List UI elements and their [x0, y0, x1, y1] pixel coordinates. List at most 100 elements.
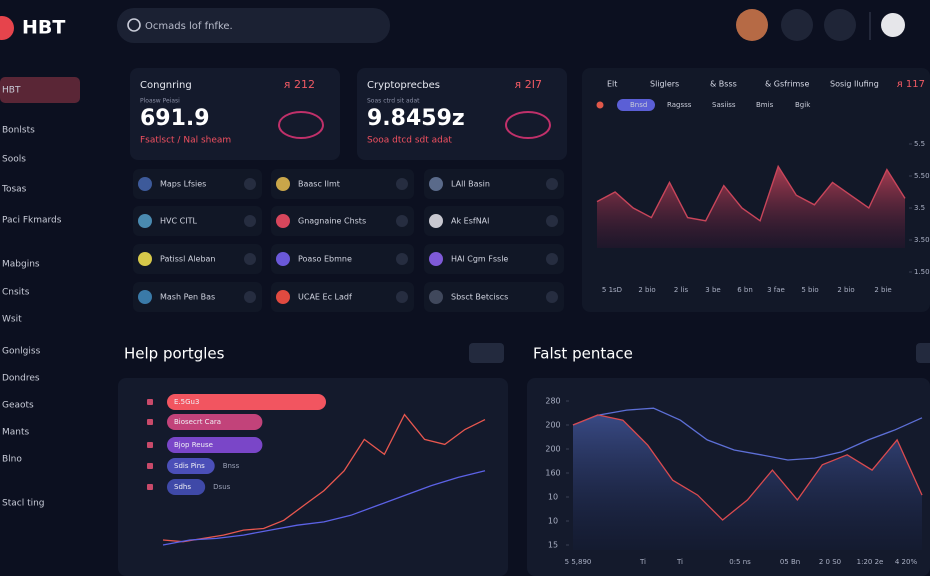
card-note: Fsatlsct / Nal sheam [140, 136, 231, 146]
list-label: Gnagnaine Chsts [298, 217, 366, 226]
list-icon [276, 290, 290, 304]
chart-pill[interactable]: Bnsd [630, 101, 647, 109]
sidebar-item: Stacl ting [2, 499, 45, 509]
chart-tab[interactable]: Sosig Ilufing [830, 80, 879, 89]
chevron [396, 253, 408, 265]
y-tick-label: 200 [545, 445, 560, 454]
line [162, 470, 486, 546]
chevron [546, 178, 558, 190]
card-title: Congnring [140, 80, 192, 91]
y-tick-label: 160 [545, 469, 560, 478]
avatar[interactable] [736, 9, 768, 41]
sidebar-item: Geaots [2, 401, 34, 411]
list-icon [429, 214, 443, 228]
y-tick-label: 10 [548, 517, 558, 526]
icon-button[interactable] [781, 9, 813, 41]
chart-pill[interactable]: Bgik [795, 101, 811, 109]
list-icon [429, 252, 443, 266]
list-item[interactable] [271, 169, 414, 199]
bar [167, 479, 206, 495]
list-icon [429, 177, 443, 191]
icon-button[interactable] [824, 9, 856, 41]
list-item[interactable] [424, 169, 564, 199]
list-item[interactable] [271, 206, 414, 236]
list-item[interactable] [133, 169, 262, 199]
chart-tab[interactable]: Sliglers [650, 80, 679, 89]
sidebar-item: Tosas [1, 185, 27, 195]
search-icon [127, 18, 141, 32]
line [572, 407, 923, 461]
section-title: Help portgles [124, 345, 225, 363]
line [162, 413, 486, 543]
y-tick-label: 200 [545, 421, 560, 430]
list-item[interactable] [424, 206, 564, 236]
section-title: Falst pentace [533, 345, 633, 363]
line [572, 414, 923, 521]
list-label: Ak EsfNAl [451, 217, 489, 226]
list-label: Mash Pen Bas [160, 293, 215, 302]
bar-label: Sdhs [174, 483, 191, 491]
search-placeholder: Ocmads lof fnfke. [145, 21, 233, 32]
card-value: 691.9 [140, 106, 210, 131]
list-label: Baasc Ilmt [298, 180, 340, 189]
chart-tab[interactable]: & Bsss [710, 80, 737, 89]
chevron [396, 215, 408, 227]
section-button[interactable] [916, 343, 930, 363]
list-label: Patissl Aleban [160, 255, 216, 264]
badge-logo [278, 111, 324, 139]
sidebar-item: Dondres [2, 374, 40, 384]
sidebar-item: Gonlgiss [2, 347, 41, 357]
y-tick-label: 3.50 [914, 236, 930, 244]
x-tick-label: 1:20 2e [857, 558, 884, 566]
sidebar-item: HBT [2, 86, 21, 96]
list-item[interactable] [424, 244, 564, 274]
bar-label: Sdis Pins [174, 462, 205, 470]
chart-tab[interactable]: & Gsfrimse [765, 80, 809, 89]
chevron [244, 215, 256, 227]
sidebar-item: Bonlsts [2, 126, 35, 136]
y-tick-label: 5.5 [914, 140, 925, 148]
area [597, 166, 905, 248]
list-item[interactable] [271, 282, 414, 312]
list-item[interactable] [133, 282, 262, 312]
y-tick-label: 10 [548, 493, 558, 502]
bar-icon [147, 463, 153, 469]
list-label: Poaso Ebmne [298, 255, 352, 264]
list-icon [276, 252, 290, 266]
badge-logo [505, 111, 551, 139]
y-tick-label: 3.5 [914, 204, 925, 212]
x-tick-label: Ti [639, 558, 646, 566]
y-tick-label: 1.50 [914, 268, 930, 276]
x-tick-label: 0:5 ns [729, 558, 751, 566]
x-tick-label: 3 fae [767, 286, 785, 294]
list-icon [138, 290, 152, 304]
sidebar-item: Mants [2, 428, 30, 438]
pill-active [617, 99, 655, 111]
search-box[interactable] [117, 8, 390, 43]
list-label: Sbsct Betciscs [451, 293, 508, 302]
chart-tab[interactable]: Elt [607, 80, 617, 89]
bar [167, 414, 263, 430]
bar-label: Biosecrt Cara [174, 418, 221, 426]
sidebar-item: Blno [2, 455, 22, 465]
x-tick-label: 2 bio [638, 286, 655, 294]
x-tick-label: 4 20% [895, 558, 918, 566]
x-tick-label: 2 bio [837, 286, 854, 294]
x-tick-label: 2 lis [674, 286, 689, 294]
x-tick-label: 2 0 S0 [819, 558, 841, 566]
legend-dot [596, 101, 604, 109]
icon-button[interactable] [881, 13, 905, 37]
list-item[interactable] [133, 244, 262, 274]
list-item[interactable] [133, 206, 262, 236]
bar-icon [147, 484, 153, 490]
chart-pill[interactable]: Bmis [756, 101, 774, 109]
chart-pill[interactable]: Ragsss [667, 101, 692, 109]
area [573, 414, 922, 550]
list-item[interactable] [271, 244, 414, 274]
list-label: LAll Basin [451, 180, 490, 189]
y-tick-label: 15 [548, 541, 558, 550]
bar [167, 394, 326, 410]
chart-pill[interactable]: Sasiiss [712, 101, 736, 109]
list-item[interactable] [424, 282, 564, 312]
section-button[interactable] [469, 343, 504, 363]
